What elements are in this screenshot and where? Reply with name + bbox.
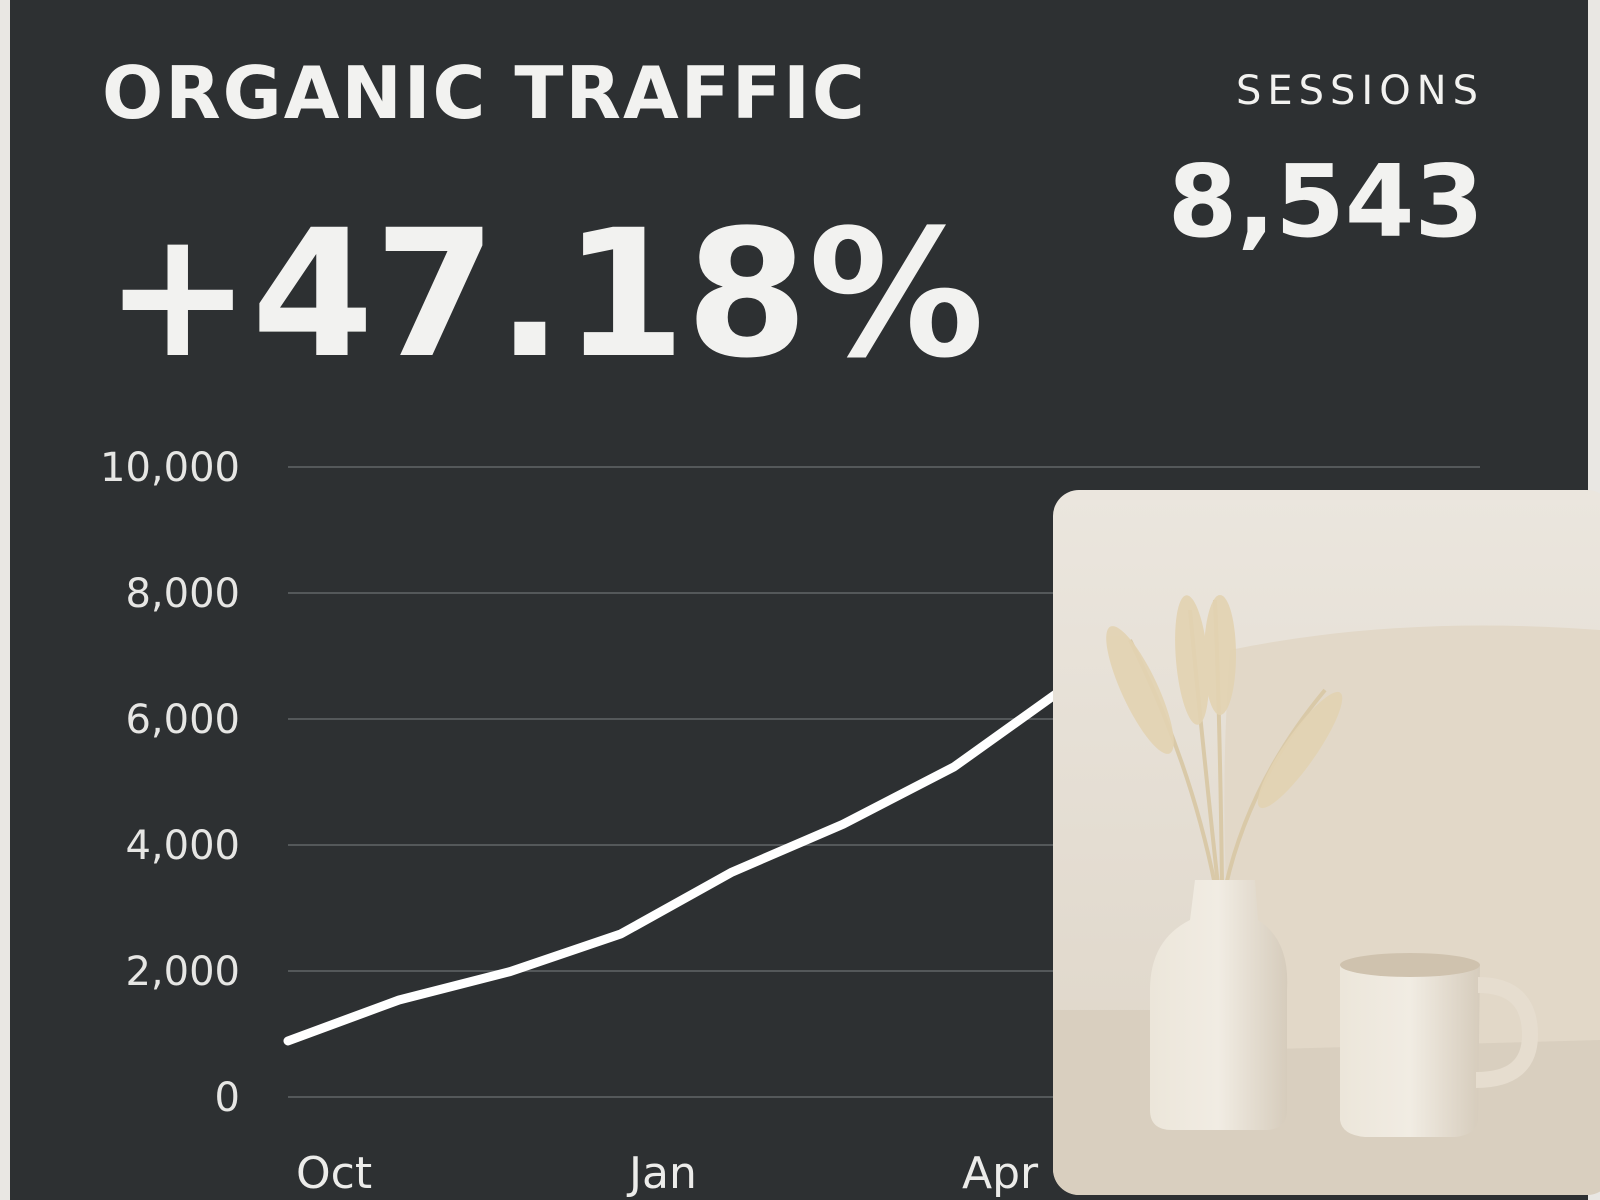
x-tick-label: Jan <box>626 1148 697 1199</box>
y-tick-label: 8,000 <box>125 571 240 617</box>
photo <box>1053 490 1600 1195</box>
y-tick-label: 2,000 <box>125 949 240 995</box>
sessions-value: 8,543 <box>1168 143 1484 260</box>
y-tick-label: 4,000 <box>125 823 240 869</box>
data-line <box>283 683 1070 1046</box>
y-tick-label: 0 <box>215 1075 240 1121</box>
sessions-label: SESSIONS <box>1236 68 1484 114</box>
y-tick-label: 10,000 <box>100 445 240 491</box>
card-title: ORGANIC TRAFFIC <box>102 51 867 135</box>
x-tick-label: Apr <box>962 1148 1039 1199</box>
y-tick-label: 6,000 <box>125 697 240 743</box>
change-value: +47.18% <box>104 192 985 397</box>
x-tick-label: Oct <box>296 1148 372 1199</box>
